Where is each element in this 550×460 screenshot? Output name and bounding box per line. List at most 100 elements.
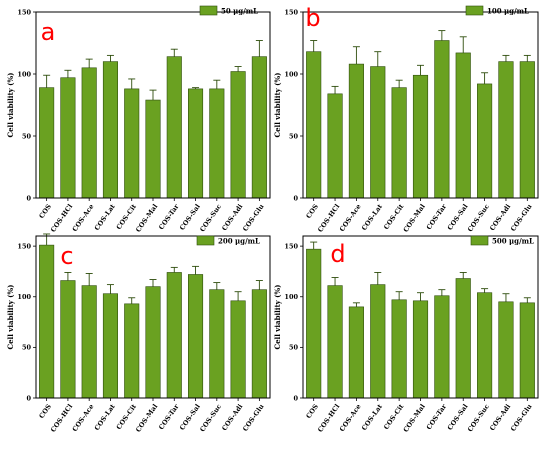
bar-cos-glu bbox=[519, 302, 535, 399]
x-tick-label: COS-Lat bbox=[93, 203, 117, 232]
x-tick-label: COS-Mal bbox=[134, 202, 159, 234]
x-tick-label: COS-Glu bbox=[241, 202, 266, 232]
x-tick-label: COS bbox=[304, 202, 320, 220]
panel-letter: a bbox=[41, 18, 56, 46]
bar-cos-ace bbox=[81, 67, 97, 199]
legend-label: 200 μg/mL bbox=[218, 237, 260, 246]
bar-cos bbox=[306, 51, 322, 199]
y-tick-label: 0 bbox=[293, 394, 298, 402]
y-axis-title: Cell viability (%) bbox=[6, 285, 15, 350]
bar-cos bbox=[39, 244, 55, 399]
x-tick-label: COS-Ace bbox=[338, 203, 363, 233]
y-axis-title: Cell viability (%) bbox=[273, 73, 282, 138]
bar-cos-glu bbox=[251, 56, 267, 199]
bar-cos-ace bbox=[81, 285, 97, 399]
bar-cos-tar bbox=[434, 295, 450, 399]
x-tick-label: COS-Cit bbox=[115, 203, 138, 231]
plot-frame bbox=[302, 11, 539, 199]
x-tick-label: COS bbox=[37, 202, 53, 220]
y-tick-label: 50 bbox=[289, 344, 299, 352]
plot-frame bbox=[35, 235, 271, 399]
legend: 500 μg/mL bbox=[470, 235, 534, 246]
legend-swatch bbox=[199, 5, 218, 16]
y-tick-label: 100 bbox=[284, 70, 298, 78]
x-tick-label: COS-Glu bbox=[509, 402, 534, 432]
bar-cos-sal bbox=[455, 52, 471, 199]
y-tick-label: 150 bbox=[17, 8, 31, 16]
bar-cos-mal bbox=[412, 74, 429, 199]
bar-cos-ace bbox=[348, 306, 364, 399]
bar-cos-sal bbox=[188, 88, 204, 199]
y-axis-title: Cell viability (%) bbox=[6, 73, 15, 138]
x-tick-label: COS-Cit bbox=[382, 203, 405, 231]
x-tick-label: COS-Lat bbox=[360, 403, 384, 432]
panel-letter: c bbox=[60, 242, 73, 270]
y-tick-label: 50 bbox=[289, 132, 299, 140]
y-tick-label: 0 bbox=[26, 194, 31, 202]
bar-cos bbox=[306, 248, 322, 399]
y-tick-label: 150 bbox=[284, 8, 298, 16]
panel-letter: d bbox=[330, 240, 345, 268]
bar-cos-cit bbox=[391, 87, 407, 199]
bar-cos-tar bbox=[434, 40, 450, 199]
x-tick-label: COS-Suc bbox=[466, 203, 491, 234]
bar-cos-sal bbox=[188, 274, 204, 399]
bar-cos-glu bbox=[251, 289, 267, 399]
y-tick-label: 100 bbox=[17, 70, 31, 78]
bar-cos-glu bbox=[519, 61, 535, 199]
legend-swatch bbox=[470, 235, 489, 246]
legend-label: 100 μg/mL bbox=[487, 7, 529, 16]
bar-cos-ace bbox=[348, 63, 364, 199]
bar-cos-suc bbox=[209, 88, 225, 199]
x-tick-label: COS-Lat bbox=[93, 403, 117, 432]
bar-cos-suc bbox=[477, 292, 493, 399]
legend-swatch bbox=[465, 5, 484, 16]
x-tick-label: COS-Mal bbox=[134, 402, 159, 434]
x-tick-label: COS-Suc bbox=[198, 203, 223, 234]
bar-cos-suc bbox=[209, 289, 225, 399]
chart-panel-a: COSCOS-HClCOS-AceCOS-LatCOS-CitCOS-MalCO… bbox=[6, 5, 271, 234]
bar-cos-adi bbox=[230, 300, 246, 399]
bar-cos-hcl bbox=[60, 77, 76, 199]
x-tick-label: COS bbox=[37, 402, 53, 420]
legend-swatch bbox=[196, 235, 215, 246]
y-tick-label: 0 bbox=[26, 394, 31, 402]
x-tick-label: COS-Mal bbox=[402, 202, 427, 234]
x-tick-label: COS-Cit bbox=[115, 403, 138, 431]
bar-cos-cit bbox=[124, 88, 140, 199]
y-tick-label: 100 bbox=[17, 293, 31, 301]
chart-panel-c: COSCOS-HClCOS-AceCOS-LatCOS-CitCOS-MalCO… bbox=[6, 233, 271, 434]
bar-cos-cit bbox=[391, 299, 407, 399]
bar-cos-tar bbox=[166, 272, 182, 399]
bar-cos-hcl bbox=[60, 280, 76, 399]
legend: 50 μg/mL bbox=[199, 5, 258, 16]
bar-cos-cit bbox=[124, 303, 140, 399]
x-tick-label: COS-Lat bbox=[360, 203, 384, 232]
y-tick-label: 150 bbox=[17, 242, 31, 250]
panel-letter: b bbox=[305, 4, 320, 32]
chart-panel-d: COSCOS-HClCOS-AceCOS-LatCOS-CitCOS-MalCO… bbox=[273, 235, 539, 434]
legend: 200 μg/mL bbox=[196, 235, 260, 246]
x-tick-label: COS bbox=[304, 402, 320, 420]
bar-cos-mal bbox=[412, 300, 429, 399]
bar-cos-adi bbox=[498, 61, 514, 199]
y-axis-title: Cell viability (%) bbox=[273, 285, 282, 350]
x-tick-label: COS-Glu bbox=[509, 202, 534, 232]
bar-cos-adi bbox=[498, 301, 514, 399]
x-tick-label: COS-Mal bbox=[402, 402, 427, 434]
plot-frame bbox=[302, 235, 539, 399]
bar-cos-suc bbox=[477, 83, 493, 199]
bar-cos-hcl bbox=[327, 93, 343, 199]
x-tick-label: COS-Suc bbox=[198, 403, 223, 434]
bar-cos-lat bbox=[102, 61, 118, 199]
y-tick-label: 50 bbox=[22, 132, 32, 140]
y-tick-label: 100 bbox=[284, 293, 298, 301]
bar-cos-mal bbox=[145, 286, 161, 399]
chart-panel-b: COSCOS-HClCOS-AceCOS-LatCOS-CitCOS-MalCO… bbox=[273, 4, 539, 234]
x-tick-label: COS-Ace bbox=[338, 403, 363, 433]
bar-cos-lat bbox=[370, 66, 386, 199]
legend-label: 500 μg/mL bbox=[492, 237, 534, 246]
plot-frame bbox=[35, 11, 271, 199]
y-tick-label: 0 bbox=[293, 194, 298, 202]
